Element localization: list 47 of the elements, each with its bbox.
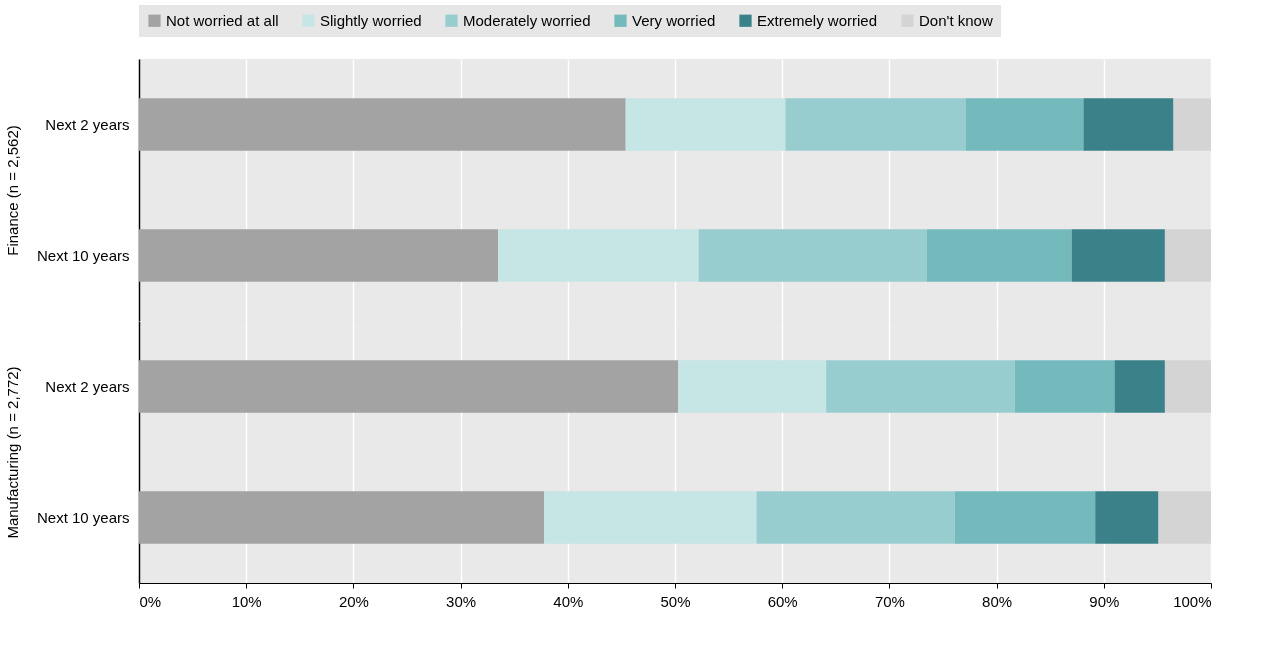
bar [1164, 229, 1211, 282]
x-tick-label: 10% [231, 592, 262, 610]
legend-label: Very worried [632, 11, 716, 29]
bar [139, 360, 679, 413]
y-axis-title: Finance (n = 2,562) [3, 125, 21, 256]
x-tick-label: 40% [553, 592, 584, 610]
x-tick-label: 0% [139, 592, 162, 610]
x-tick-label: 90% [1089, 592, 1120, 610]
bar [965, 98, 1084, 151]
bar [954, 491, 1096, 544]
bar [139, 98, 626, 151]
bar [1071, 229, 1165, 282]
legend-label: Moderately worried [463, 11, 591, 29]
y-tick-label: Next 10 years [36, 246, 130, 264]
x-tick-label: 80% [982, 592, 1013, 610]
x-tick-label: 30% [446, 592, 477, 610]
bar [1173, 98, 1211, 151]
y-tick-label: Next 2 years [45, 377, 130, 395]
legend-label: Not worried at all [166, 11, 279, 29]
bar [926, 229, 1072, 282]
bar [678, 360, 827, 413]
x-tick-label: 100% [1173, 592, 1212, 610]
x-tick-label: 60% [767, 592, 798, 610]
y-axis-title: Manufacturing (n = 2,772) [3, 366, 21, 539]
bar [1164, 360, 1211, 413]
x-tick-label: 50% [660, 592, 691, 610]
bar [1158, 491, 1211, 544]
legend-label: Extremely worried [757, 11, 878, 29]
bar [698, 229, 927, 282]
x-tick-label: 70% [874, 592, 905, 610]
bar [1095, 491, 1159, 544]
bar [785, 98, 966, 151]
bar [544, 491, 757, 544]
bar [1083, 98, 1174, 151]
bar [139, 491, 545, 544]
bar [1014, 360, 1115, 413]
bar [139, 229, 499, 282]
legend-label: Slightly worried [320, 11, 422, 29]
bar [1114, 360, 1165, 413]
y-tick-label: Next 10 years [36, 508, 130, 526]
bar [826, 360, 1015, 413]
x-tick-label: 20% [338, 592, 369, 610]
bar [498, 229, 699, 282]
bar [625, 98, 786, 151]
bar [756, 491, 955, 544]
legend-label: Don't know [919, 11, 993, 29]
y-tick-label: Next 2 years [45, 115, 130, 133]
